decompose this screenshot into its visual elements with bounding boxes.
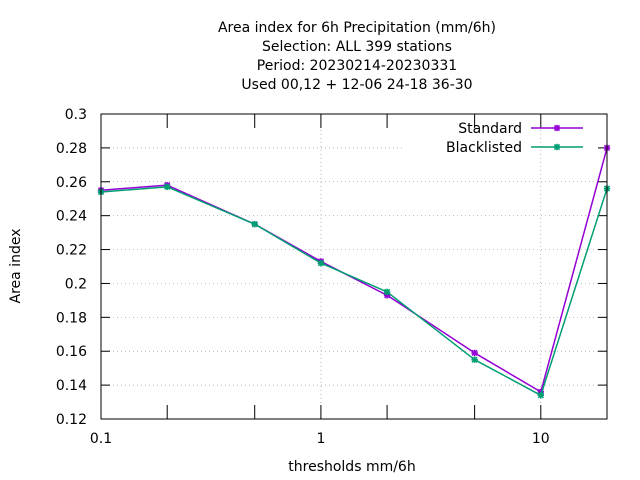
data-point-standard (471, 349, 478, 357)
data-point-blacklisted-d2 (164, 183, 171, 190)
x-tick-label: 0.1 (90, 431, 112, 447)
y-tick-label: 0.22 (56, 243, 87, 259)
data-point-blacklisted (251, 220, 258, 228)
legend: Standard Blacklisted (446, 121, 583, 156)
series-line-standard (100, 147, 608, 393)
data-point-blacklisted-d2 (251, 221, 258, 228)
y-tick-labels: 0.12 0.14 0.16 0.18 0.2 0.22 0.24 0.26 0.28 0.3 (56, 107, 87, 428)
data-point-blacklisted (383, 288, 391, 296)
legend-marker-standard (553, 124, 561, 132)
data-point-blacklisted-d2 (471, 356, 478, 363)
y-tick-label: 0.12 (56, 412, 87, 428)
axis-ticks (100, 113, 608, 420)
legend-label-standard: Standard (458, 121, 522, 137)
x-tick-label: 1 (316, 431, 325, 447)
y-tick-label: 0.3 (65, 107, 87, 123)
x-tick-label: 10 (532, 431, 550, 447)
title-line-4: Used 00,12 + 12-06 24-18 36-30 (241, 77, 472, 93)
data-point-blacklisted-d2 (383, 288, 391, 296)
title-line-2: Selection: ALL 399 stations (262, 39, 452, 55)
data-point-blacklisted (537, 392, 545, 399)
y-tick-label: 0.16 (56, 344, 87, 360)
x-axis-label: thresholds mm/6h (288, 459, 415, 475)
legend-marker-standard-d2 (553, 124, 561, 132)
y-axis-label: Area index (8, 229, 24, 304)
data-point-blacklisted (317, 259, 325, 267)
title-line-3: Period: 20230214-20230331 (257, 58, 457, 74)
y-tick-label: 0.26 (56, 175, 87, 191)
y-tick-label: 0.14 (56, 378, 87, 394)
plot-frame (100, 113, 608, 420)
grid-lines (101, 114, 607, 419)
chart-title: Area index for 6h Precipitation (mm/6h) … (218, 20, 496, 93)
legend-label-blacklisted: Blacklisted (446, 140, 522, 156)
y-tick-label: 0.2 (65, 276, 87, 292)
legend-marker-blacklisted (553, 143, 561, 151)
data-point-blacklisted-d2 (317, 259, 325, 267)
y-tick-label: 0.28 (56, 141, 87, 157)
data-point-blacklisted-d2 (537, 392, 544, 399)
data-point-blacklisted (471, 356, 478, 363)
legend-marker-blacklisted-d2 (553, 143, 561, 151)
series-line-blacklisted (100, 186, 608, 397)
x-tick-labels: 0.1 1 10 (90, 431, 550, 447)
data-point-standard-d2 (471, 349, 478, 357)
title-line-1: Area index for 6h Precipitation (mm/6h) (218, 20, 496, 36)
y-tick-label: 0.24 (56, 209, 87, 225)
series-layer (97, 144, 611, 399)
y-tick-label: 0.18 (56, 310, 87, 326)
data-point-blacklisted (163, 183, 171, 191)
